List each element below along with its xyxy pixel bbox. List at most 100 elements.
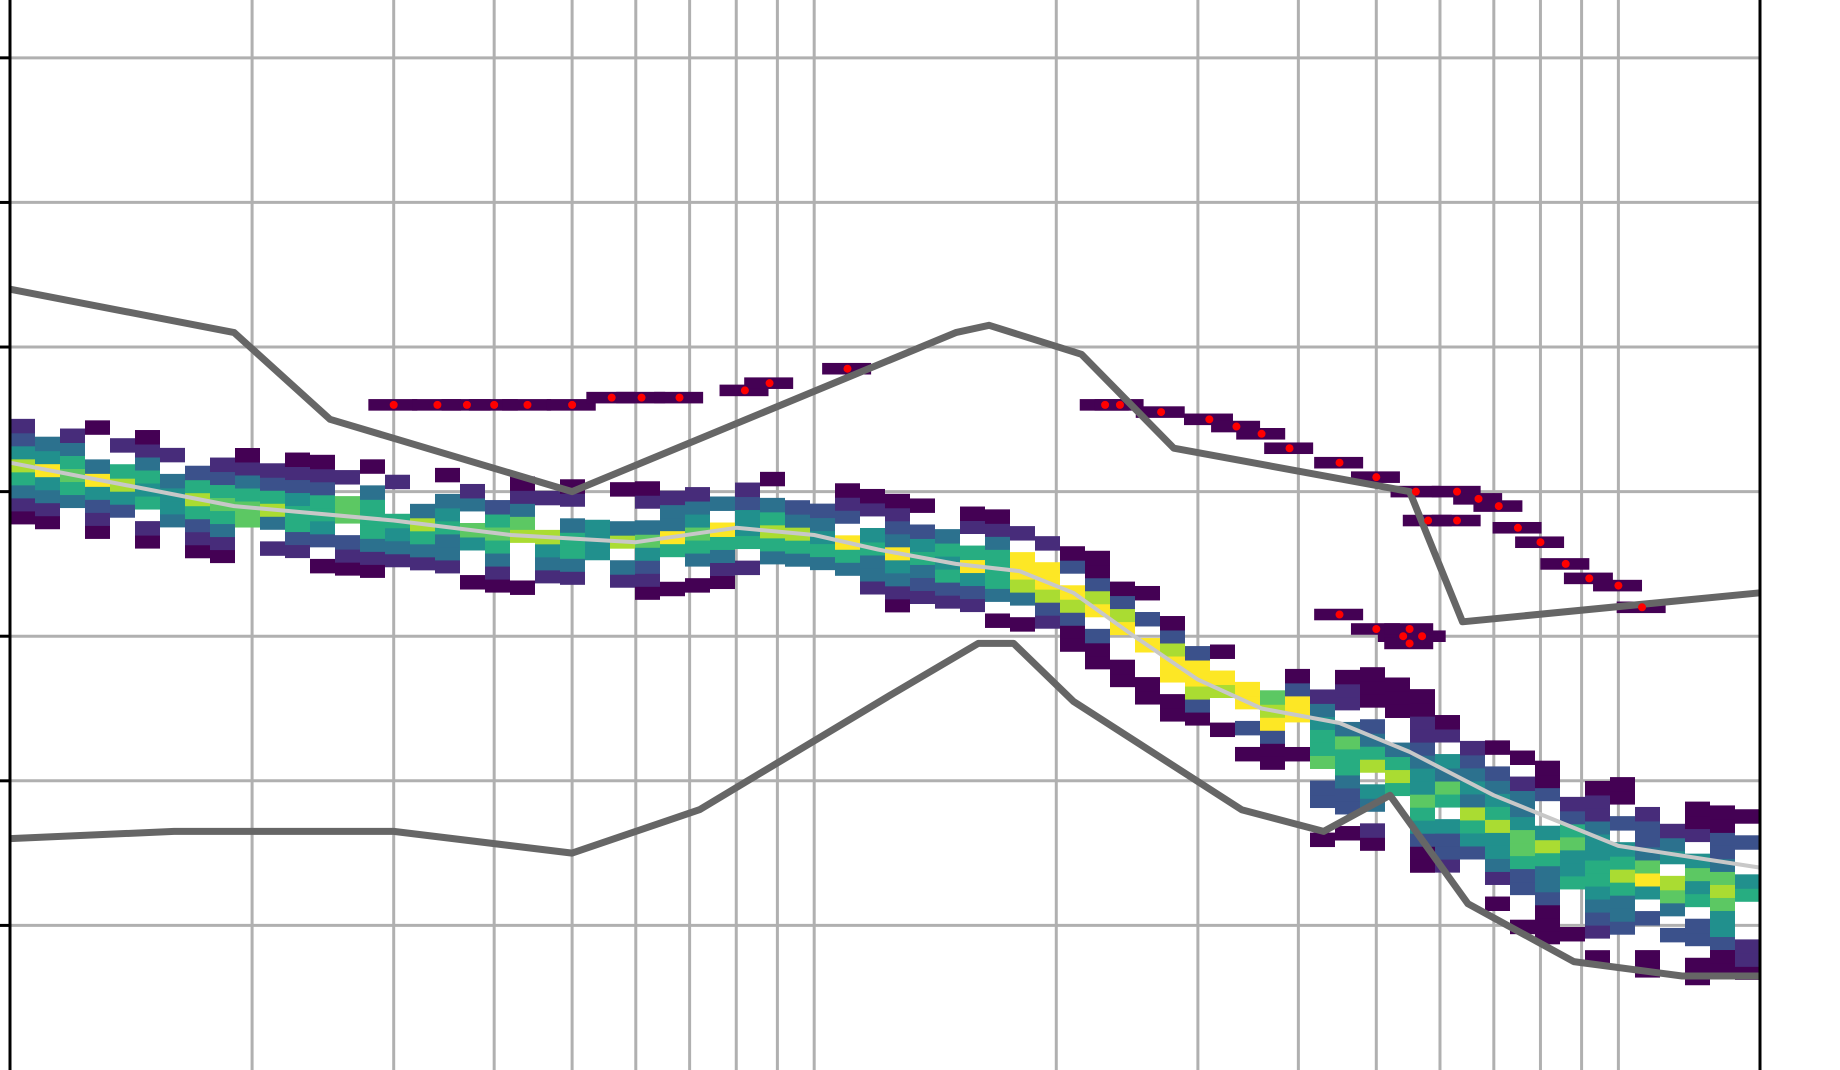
heatmap-cell xyxy=(1610,868,1635,883)
heatmap-cell xyxy=(535,542,560,558)
heatmap-cell xyxy=(1735,874,1760,889)
heatmap-cell xyxy=(910,589,935,605)
red-marker xyxy=(843,364,852,373)
heatmap-cell xyxy=(785,552,810,567)
heatmap-cell xyxy=(1160,616,1185,631)
heatmap-cell xyxy=(1410,689,1435,704)
heatmap-cell xyxy=(1535,773,1560,789)
heatmap-cell xyxy=(785,513,810,528)
heatmap-cell xyxy=(835,496,860,511)
heatmap-cell xyxy=(685,578,710,593)
heatmap-cell xyxy=(510,515,535,530)
heatmap-cell xyxy=(1185,659,1210,674)
heatmap-cell xyxy=(1610,881,1635,896)
heatmap-cell xyxy=(1210,722,1235,738)
heatmap-cell xyxy=(1460,779,1485,795)
heatmap-cell xyxy=(1585,872,1610,887)
heatmap-cell xyxy=(1585,898,1610,913)
heatmap-cell xyxy=(1385,677,1410,692)
heatmap-cell xyxy=(960,545,985,561)
heatmap-cell xyxy=(335,548,360,563)
heatmap-cell xyxy=(1335,747,1360,763)
heatmap-cell xyxy=(1335,760,1360,776)
heatmap-cell xyxy=(685,487,710,502)
heatmap-cell xyxy=(1360,836,1385,851)
heatmap-cell xyxy=(1535,877,1560,893)
heatmap-cell xyxy=(1585,807,1610,822)
heatmap-cell xyxy=(360,485,385,500)
heatmap-cell xyxy=(710,561,735,577)
heatmap-cell xyxy=(760,497,785,513)
heatmap-cell xyxy=(460,483,485,499)
heatmap-cell xyxy=(1160,707,1185,722)
marker-layer xyxy=(389,364,1647,648)
heatmap-cell xyxy=(285,543,310,559)
heatmap-cell xyxy=(135,456,160,471)
red-marker xyxy=(568,400,577,409)
heatmap-cell xyxy=(1185,646,1210,661)
heatmap-cell xyxy=(60,428,85,443)
heatmap-cell xyxy=(635,481,660,496)
heatmap-cell xyxy=(1585,859,1610,874)
heatmap-cell xyxy=(310,558,335,574)
heatmap-cell xyxy=(885,506,910,522)
heatmap-cell xyxy=(1135,585,1160,601)
heatmap-cell xyxy=(460,575,485,590)
heatmap-cell xyxy=(260,476,285,491)
heatmap-cell xyxy=(585,545,610,561)
heatmap-cell xyxy=(985,509,1010,524)
heatmap-cell xyxy=(1710,909,1735,924)
heatmap-cell xyxy=(1710,844,1735,859)
heatmap-cell xyxy=(810,555,835,571)
heatmap-cell xyxy=(910,576,935,591)
heatmap-cell xyxy=(335,496,360,511)
heatmap-cell xyxy=(60,454,85,470)
heatmap-cell xyxy=(535,555,560,571)
heatmap-cell xyxy=(1535,851,1560,867)
red-marker xyxy=(1232,422,1241,431)
heatmap-cell xyxy=(435,545,460,561)
red-marker xyxy=(1405,639,1414,648)
red-marker xyxy=(1474,494,1483,503)
heatmap-cell xyxy=(1485,818,1510,833)
red-marker xyxy=(1536,538,1545,547)
heatmap-cell xyxy=(1685,827,1710,843)
heatmap-cell xyxy=(910,524,935,539)
red-marker xyxy=(1335,610,1344,619)
red-marker xyxy=(462,400,471,409)
heatmap-cell xyxy=(360,498,385,513)
heatmap-cell xyxy=(485,552,510,567)
heatmap-cell xyxy=(235,487,260,502)
heatmap-cell xyxy=(35,514,60,530)
heatmap-cell xyxy=(85,524,110,539)
heatmap-cell xyxy=(860,527,885,543)
heatmap-cell xyxy=(1360,784,1385,799)
heatmap-cell xyxy=(1060,598,1085,613)
heatmap-cell xyxy=(285,452,310,467)
heatmap-cell xyxy=(1260,716,1285,731)
heatmap-cell xyxy=(1035,614,1060,629)
heatmap-cell xyxy=(1185,711,1210,726)
heatmap-cell xyxy=(185,465,210,481)
heatmap-cell xyxy=(1535,825,1560,841)
heatmap-cell xyxy=(1435,767,1460,782)
heatmap-cell xyxy=(610,482,635,497)
heatmap-cell xyxy=(285,478,310,494)
heatmap-cell xyxy=(1585,924,1610,939)
heatmap-cell xyxy=(1360,719,1385,734)
red-marker xyxy=(1638,603,1647,612)
heatmap-cell xyxy=(1585,846,1610,861)
heatmap-cell xyxy=(735,495,760,511)
heatmap-cell xyxy=(1560,927,1585,942)
red-marker xyxy=(607,393,616,402)
heatmap-cell xyxy=(210,535,235,551)
heatmap-cell xyxy=(360,563,385,578)
heatmap-cell xyxy=(185,478,210,494)
heatmap-cell xyxy=(1510,854,1535,870)
heatmap-cell xyxy=(960,519,985,535)
heatmap-cell xyxy=(735,534,760,550)
heatmap-cell xyxy=(1310,702,1335,717)
heatmap-cell xyxy=(10,418,35,434)
heatmap-cell xyxy=(1285,694,1310,710)
heatmap-cell xyxy=(760,510,785,526)
